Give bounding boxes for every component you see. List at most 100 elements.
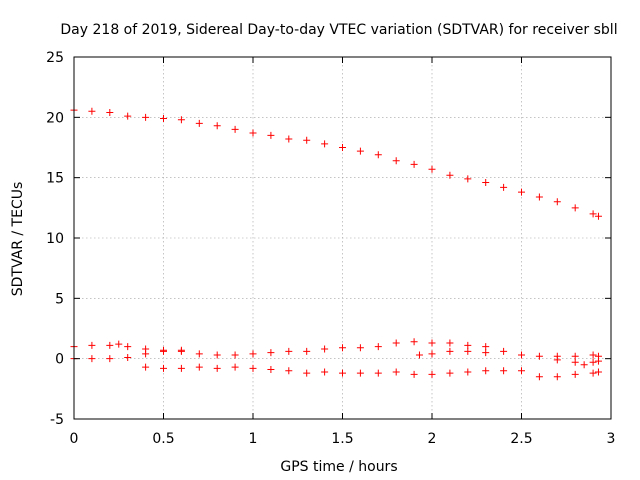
data-point [231, 125, 239, 133]
data-point [142, 363, 150, 371]
data-point [195, 119, 203, 127]
data-point [267, 131, 275, 139]
data-point [589, 369, 597, 377]
data-point [518, 351, 525, 359]
data-point [195, 350, 203, 358]
data-point [160, 347, 167, 355]
data-point [594, 212, 602, 220]
y-tick-label: 25 [46, 50, 64, 66]
data-point [446, 339, 454, 347]
y-axis-tick-labels: -5 0 5 10 15 20 25 [46, 50, 64, 428]
data-point [303, 347, 311, 355]
data-point [428, 350, 436, 358]
data-point [446, 171, 454, 179]
data-point [535, 352, 543, 360]
data-point [392, 368, 400, 376]
data-point [213, 122, 221, 130]
data-point [482, 349, 490, 357]
y-tick-label: 10 [46, 231, 64, 247]
data-point [580, 361, 588, 369]
data-point [428, 339, 436, 347]
data-point [267, 366, 275, 374]
data-point [88, 355, 96, 363]
data-point [500, 367, 508, 375]
data-point [124, 112, 132, 120]
data-point [482, 178, 490, 186]
chart-title: Day 218 of 2019, Sidereal Day-to-day VTE… [60, 22, 617, 38]
data-point [500, 183, 508, 191]
data-point [571, 352, 579, 360]
data-point [195, 363, 203, 371]
data-point [482, 367, 490, 375]
series-satellite-c [415, 347, 602, 360]
data-point [553, 356, 561, 364]
data-point [177, 347, 185, 355]
data-point [500, 347, 508, 355]
data-point [106, 109, 114, 117]
data-point [285, 347, 293, 355]
y-tick-label: 0 [55, 352, 64, 368]
data-point [106, 341, 114, 349]
grid [74, 57, 611, 419]
series-satellite-d [553, 356, 602, 369]
data-point [571, 358, 579, 366]
data-point [160, 115, 167, 123]
data-point [160, 364, 167, 372]
series-satellite-high [70, 106, 602, 220]
data-point [589, 210, 597, 218]
data-point [124, 343, 132, 351]
series-satellite-a [70, 338, 490, 359]
data-point [464, 341, 472, 349]
x-tick-label: 0 [70, 431, 79, 447]
data-point [321, 140, 329, 148]
data-point [415, 351, 423, 359]
data-point [571, 370, 579, 378]
data-point [464, 368, 472, 376]
data-point [267, 349, 275, 357]
data-point [356, 147, 364, 155]
data-point [464, 347, 472, 355]
data-point [464, 175, 472, 183]
x-tick-label: 3 [607, 431, 616, 447]
x-axis-title: GPS time / hours [280, 459, 397, 475]
x-tick-label: 0.5 [152, 431, 174, 447]
data-point [321, 345, 329, 353]
data-point [374, 369, 382, 377]
data-point [231, 351, 239, 359]
data-point [589, 351, 597, 359]
data-point [392, 339, 400, 347]
data-point [124, 353, 132, 361]
data-point [594, 357, 602, 365]
data-point [249, 129, 257, 137]
data-point [428, 165, 436, 173]
data-point [571, 204, 579, 212]
data-point [392, 157, 400, 165]
data-point [213, 351, 221, 359]
data-point [553, 373, 561, 381]
data-point [285, 367, 293, 375]
y-axis-title: SDTVAR / TECUs [10, 182, 26, 297]
data-point [285, 135, 293, 143]
data-point [410, 370, 418, 378]
data-point [428, 370, 436, 378]
data-point [231, 363, 239, 371]
data-point [535, 373, 543, 381]
data-point [410, 160, 418, 168]
data-point [553, 198, 561, 206]
data-point [339, 344, 346, 352]
data-point [339, 144, 346, 151]
data-points [70, 106, 602, 381]
data-point [589, 358, 597, 366]
data-point [249, 364, 257, 372]
data-point [142, 350, 150, 358]
data-point [177, 116, 185, 124]
data-point [356, 369, 364, 377]
x-tick-label: 1.5 [331, 431, 353, 447]
data-point [321, 368, 329, 376]
data-point [88, 107, 96, 115]
y-tick-label: -5 [50, 412, 64, 428]
data-point [213, 364, 221, 372]
x-tick-label: 1 [249, 431, 258, 447]
x-axis-tick-labels: 0 0.5 1 1.5 2 2.5 3 [70, 431, 616, 447]
x-tick-label: 2 [428, 431, 437, 447]
